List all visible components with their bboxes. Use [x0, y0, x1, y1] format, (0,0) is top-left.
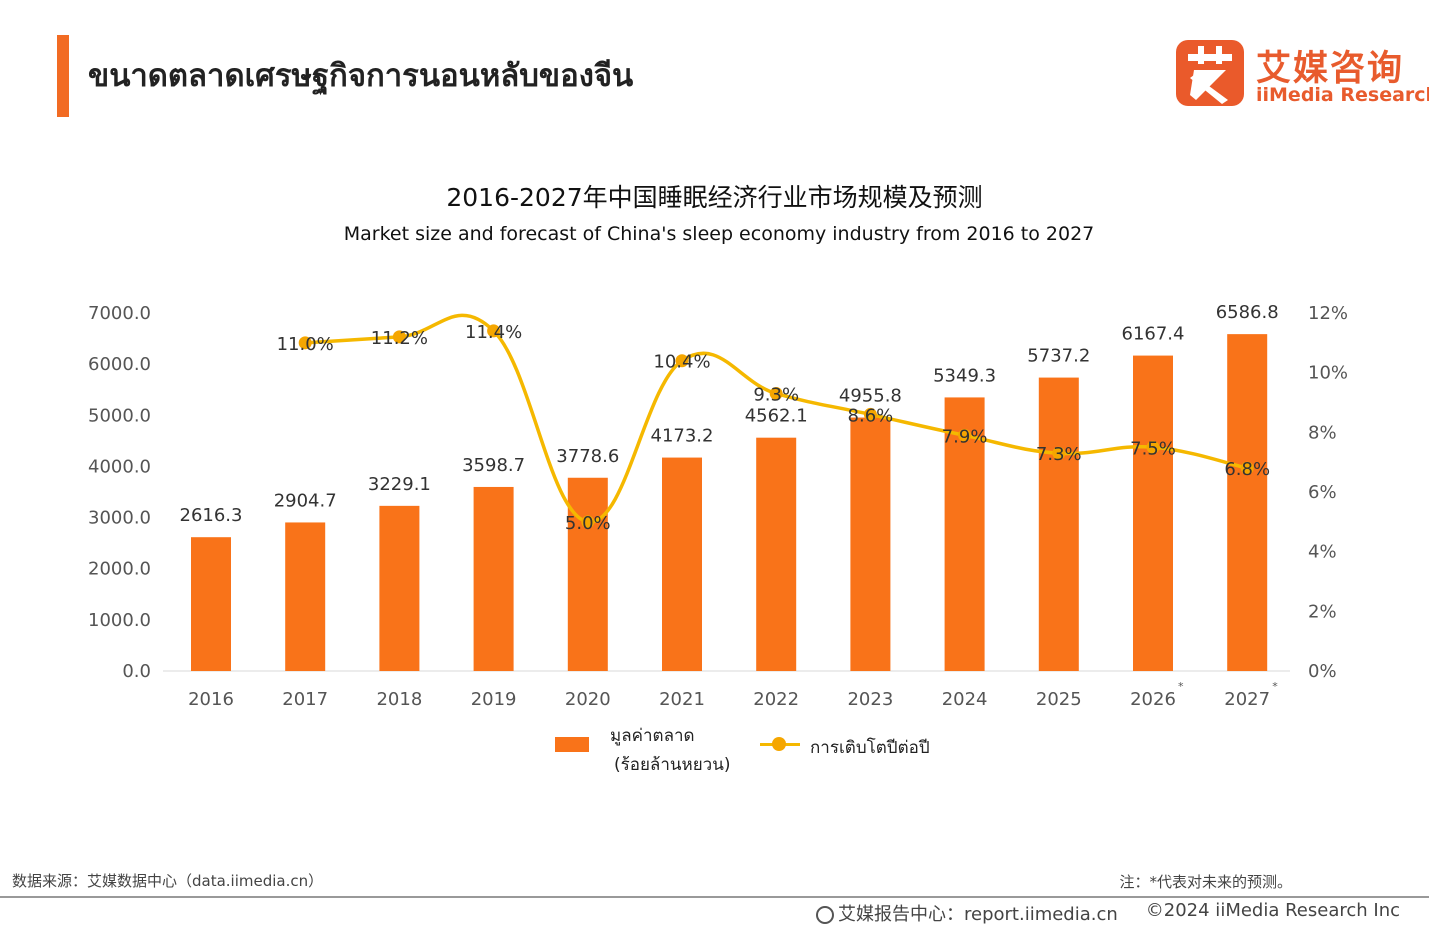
- bar-value-label: 3778.6: [556, 446, 619, 467]
- logo-mark-icon: [1176, 40, 1244, 106]
- y-right-tick-label: 6%: [1308, 482, 1337, 503]
- x-tick-label: 2020: [565, 689, 611, 710]
- bar: [944, 397, 985, 671]
- bar-value-label: 3229.1: [368, 474, 431, 495]
- growth-point: [958, 428, 972, 442]
- x-tick-label: 2022: [753, 689, 799, 710]
- y-right-tick-label: 4%: [1308, 542, 1337, 563]
- growth-value-label: 8.6%: [848, 405, 894, 426]
- growth-value-label: 7.3%: [1036, 444, 1082, 465]
- footer-divider: [0, 896, 1429, 898]
- growth-value-label: 5.0%: [565, 513, 611, 534]
- footer-copyright: ©2024 iiMedia Research Inc: [1145, 900, 1400, 921]
- globe-icon: [816, 906, 834, 924]
- bar: [1133, 355, 1173, 671]
- bar-value-label: 5737.2: [1027, 346, 1090, 367]
- bar-value-label: 4562.1: [745, 406, 808, 427]
- data-source: 数据来源：艾媒数据中心（data.iimedia.cn）: [12, 872, 324, 890]
- bar: [1038, 377, 1079, 671]
- y-right-tick-label: 8%: [1308, 422, 1337, 443]
- bar: [379, 505, 420, 671]
- x-tick-label: 2023: [847, 689, 893, 710]
- forecast-marker: *: [1178, 680, 1184, 693]
- x-tick-label: 2025: [1036, 689, 1082, 710]
- y-left-tick-label: 5000.0: [88, 405, 151, 426]
- bar-value-label: 6167.4: [1122, 324, 1185, 345]
- bar-value-label: 2904.7: [274, 490, 337, 511]
- bar-value-label: 5349.3: [933, 365, 996, 386]
- bar: [567, 477, 608, 671]
- forecast-note: 注：*代表对未来的预测。: [1119, 873, 1292, 891]
- y-left-tick-label: 6000.0: [88, 354, 151, 375]
- growth-point: [392, 330, 406, 344]
- bar: [473, 486, 514, 671]
- bar: [191, 537, 231, 671]
- title-accent-bar: [57, 35, 69, 117]
- bar-value-label: 3598.7: [462, 455, 525, 476]
- growth-value-label: 7.5%: [1130, 438, 1176, 459]
- growth-value-label: 6.8%: [1224, 459, 1270, 480]
- bar-value-label: 4955.8: [839, 386, 902, 407]
- growth-point: [581, 515, 595, 529]
- growth-point: [1052, 446, 1066, 460]
- bar: [756, 437, 797, 671]
- growth-value-label: 9.3%: [753, 385, 799, 406]
- y-left-tick-label: 3000.0: [88, 508, 151, 529]
- chart-title: 2016-2027年中国睡眠经济行业市场规模及预测: [446, 183, 983, 212]
- y-right-tick-label: 10%: [1308, 363, 1348, 384]
- footer-report-text: 艾媒报告中心：report.iimedia.cn: [838, 904, 1118, 925]
- y-right-tick-label: 2%: [1308, 601, 1337, 622]
- y-left-tick-label: 7000.0: [88, 303, 151, 324]
- growth-point: [298, 336, 312, 350]
- growth-value-label: 11.2%: [371, 328, 428, 349]
- logo-english-text: iiMedia Research: [1256, 84, 1429, 106]
- growth-point: [675, 354, 689, 368]
- x-tick-label: 2026: [1130, 689, 1176, 710]
- bar-value-label: 6586.8: [1216, 302, 1279, 323]
- x-tick-label: 2021: [659, 689, 705, 710]
- legend-bar-swatch: [555, 737, 589, 752]
- legend-bar-label-line1: มูลค่าตลาด: [610, 726, 695, 746]
- growth-value-label: 11.0%: [277, 334, 334, 355]
- y-right-tick-label: 0%: [1308, 661, 1337, 682]
- growth-point: [487, 324, 501, 338]
- bar: [1227, 334, 1268, 671]
- forecast-marker: *: [1272, 680, 1278, 693]
- footer-report-center: 艾媒报告中心：report.iimedia.cn: [816, 900, 1118, 926]
- x-tick-label: 2016: [188, 689, 234, 710]
- y-left-tick-label: 0.0: [122, 661, 151, 682]
- growth-value-label: 11.4%: [465, 322, 522, 343]
- bar: [285, 522, 326, 671]
- bar: [662, 457, 702, 671]
- x-tick-label: 2024: [942, 689, 988, 710]
- logo-chinese-text: 艾媒咨询: [1256, 49, 1405, 89]
- growth-point: [1146, 440, 1160, 454]
- iimedia-logo: 艾媒咨询 iiMedia Research: [1176, 40, 1429, 110]
- bar-value-label: 2616.3: [180, 505, 243, 526]
- x-tick-label: 2027: [1224, 689, 1270, 710]
- bar-value-label: 4173.2: [651, 426, 714, 447]
- y-left-tick-label: 2000.0: [88, 559, 151, 580]
- growth-point: [863, 407, 877, 421]
- y-right-tick-label: 12%: [1308, 303, 1348, 324]
- x-tick-label: 2019: [471, 689, 517, 710]
- bar: [850, 417, 891, 671]
- x-tick-label: 2017: [282, 689, 328, 710]
- growth-point: [1240, 461, 1254, 475]
- legend-line-label: การเติบโตปีต่อปี: [810, 738, 930, 758]
- chart-subtitle: Market size and forecast of China's slee…: [343, 223, 1095, 245]
- y-left-tick-label: 1000.0: [88, 610, 151, 631]
- growth-value-label: 7.9%: [942, 426, 988, 447]
- legend-line-marker: [772, 737, 786, 751]
- growth-value-label: 10.4%: [653, 352, 710, 373]
- y-left-tick-label: 4000.0: [88, 456, 151, 477]
- growth-point: [769, 387, 783, 401]
- x-tick-label: 2018: [376, 689, 422, 710]
- legend-bar-label-line2: (ร้อยล้านหยวน): [614, 755, 731, 775]
- page-title: ขนาดตลาดเศรษฐกิจการนอนหลับของจีน: [88, 58, 634, 94]
